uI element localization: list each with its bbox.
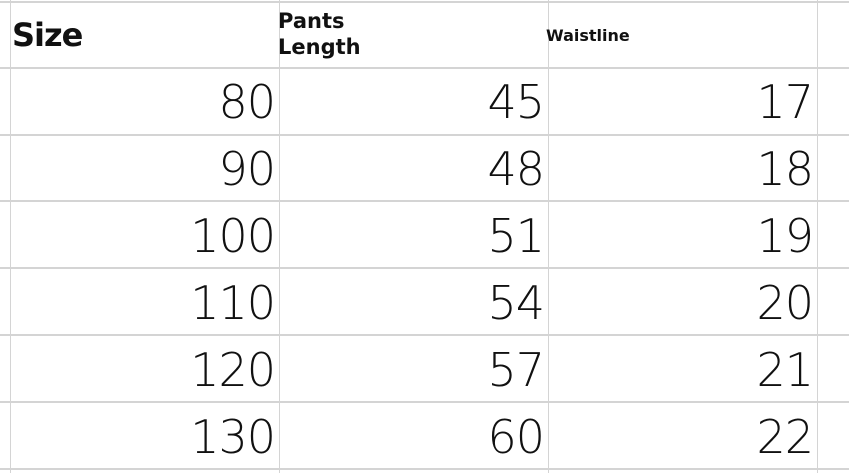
cell-size: 130	[190, 409, 276, 464]
cell-waistline: 18	[756, 141, 814, 196]
header-size: Size	[12, 16, 83, 54]
cell-pants-length: 48	[487, 141, 545, 196]
gridline	[0, 401, 849, 403]
gridline	[0, 134, 849, 136]
gridline	[0, 334, 849, 336]
cell-size: 80	[218, 74, 276, 129]
gridline	[0, 468, 849, 470]
cell-waistline: 22	[756, 409, 814, 464]
cell-pants-length: 60	[487, 409, 545, 464]
header-pants-length: Pants Length	[278, 9, 361, 59]
gridline	[0, 67, 849, 69]
cell-waistline: 17	[756, 74, 814, 129]
gridline	[0, 1, 849, 3]
gridline	[10, 0, 11, 473]
gridline	[0, 267, 849, 269]
gridline	[548, 0, 549, 473]
gridline	[817, 0, 818, 473]
cell-waistline: 20	[756, 275, 814, 330]
cell-waistline: 19	[756, 208, 814, 263]
cell-size: 90	[218, 141, 276, 196]
cell-pants-length: 51	[487, 208, 545, 263]
cell-pants-length: 54	[487, 275, 545, 330]
header-waistline: Waistline	[546, 26, 630, 45]
cell-size: 110	[190, 275, 276, 330]
cell-size: 100	[190, 208, 276, 263]
cell-waistline: 21	[756, 342, 814, 397]
cell-size: 120	[190, 342, 276, 397]
cell-pants-length: 45	[487, 74, 545, 129]
gridline	[0, 200, 849, 202]
gridline	[279, 0, 280, 473]
cell-pants-length: 57	[487, 342, 545, 397]
